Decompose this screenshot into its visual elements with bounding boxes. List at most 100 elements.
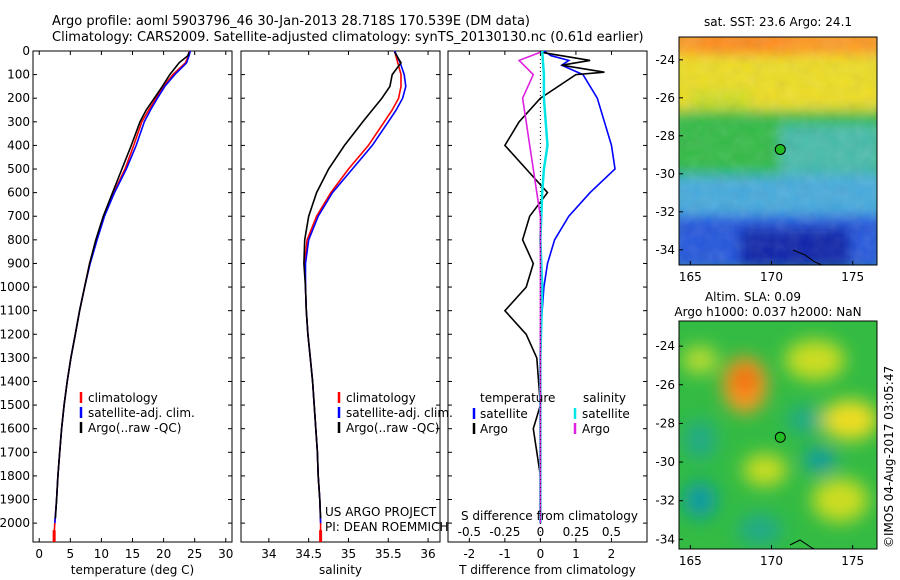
map-y-tick-label: -34	[655, 243, 675, 257]
x-tick-label: 10	[94, 547, 109, 561]
legend-label: climatology	[88, 391, 158, 405]
sla-map: 165 170 175 -24 -26 -28 -30 -32 -34 Altim. SLA: …	[655, 290, 878, 568]
depth-tick-label: 1200	[0, 327, 30, 341]
depth-tick-label: 900	[7, 256, 30, 270]
x-tick-label: -2	[463, 547, 475, 561]
series-line	[54, 50, 192, 524]
salinity-panel: 34 34.5 35 35.5 36 salinity climatologysatelli…	[240, 50, 453, 577]
x-tick-label: 0	[537, 547, 545, 561]
map-y-tick-label: -28	[655, 129, 675, 143]
x-tick-label: 20	[156, 547, 171, 561]
depth-tick-label: 2000	[0, 516, 30, 530]
x-tick-label: 35	[341, 547, 356, 561]
x-tick-label: 2	[608, 547, 616, 561]
depth-tick-label: 1900	[0, 493, 30, 507]
map-x-tick-label: 170	[760, 270, 783, 284]
x-axis-label: temperature (deg C)	[71, 563, 194, 577]
temperature-panel: 0100200300400500600700800900100011001200…	[0, 44, 233, 577]
depth-tick-label: 500	[7, 162, 30, 176]
x-tick-label: 15	[125, 547, 140, 561]
sla-map-title-2: Argo h1000: 0.037 h2000: NaN	[674, 305, 861, 319]
top-tick-label: 0.5	[602, 525, 621, 539]
map-y-tick-label: -28	[655, 416, 675, 430]
series-line	[539, 50, 549, 524]
map-y-tick-label: -24	[655, 53, 675, 67]
coastline	[792, 249, 823, 265]
map-y-tick-label: -24	[655, 339, 675, 353]
depth-tick-label: 1400	[0, 374, 30, 388]
difference-panel: -2 -1 0 1 2 T difference from climatology -0.5…	[447, 50, 648, 577]
legend-label: satellite-adj. clim.	[88, 406, 195, 420]
map-y-tick-label: -32	[655, 494, 675, 508]
depth-tick-label: 1100	[0, 304, 30, 318]
top-tick-label: 0	[537, 525, 545, 539]
sla-map-title-1: Altim. SLA: 0.09	[705, 290, 801, 304]
x-tick-label: 30	[218, 547, 233, 561]
legend-label: climatology	[346, 391, 416, 405]
depth-tick-label: 700	[7, 209, 30, 223]
depth-tick-label: 1300	[0, 351, 30, 365]
depth-tick-label: 1500	[0, 398, 30, 412]
x-tick-label: 36	[420, 547, 435, 561]
difference-frame	[447, 50, 648, 543]
top-tick-label: -0.5	[458, 525, 481, 539]
legend-label: Argo	[582, 422, 610, 436]
top-axis-label: S difference from climatology	[461, 509, 638, 523]
argo-location-marker	[774, 143, 786, 155]
map-x-tick-label: 165	[679, 554, 702, 568]
legend-title: temperature	[480, 391, 555, 405]
depth-tick-label: 1000	[0, 280, 30, 294]
header-line-2: Climatology: CARS2009. Satellite-adjuste…	[52, 30, 644, 45]
x-tick-label: 1	[572, 547, 580, 561]
map-y-tick-label: -32	[655, 205, 675, 219]
series-line	[304, 50, 407, 524]
sst-map-title: sat. SST: 23.6 Argo: 24.1	[704, 15, 852, 29]
depth-tick-label: 100	[7, 68, 30, 82]
series-line	[54, 51, 190, 519]
depth-tick-label: 600	[7, 186, 30, 200]
map-y-tick-label: -26	[655, 378, 675, 392]
header-line-1: Argo profile: aoml 5903796_46 30-Jan-201…	[52, 14, 530, 29]
legend-title: salinity	[583, 391, 626, 405]
depth-tick-label: 800	[7, 233, 30, 247]
salinity-frame	[240, 50, 441, 543]
map-y-tick-label: -30	[655, 167, 675, 181]
legend-label: Argo(..raw -QC)	[346, 421, 439, 435]
sst-map: 165 170 175 -24 -26 -28 -30 -32 -34 sat. SST: 23…	[655, 15, 878, 284]
depth-tick-label: 0	[22, 44, 30, 58]
depth-tick-label: 1800	[0, 469, 30, 483]
depth-tick-label: 1600	[0, 422, 30, 436]
x-axis-label: salinity	[319, 563, 362, 577]
legend-label: satellite	[480, 407, 528, 421]
map-y-tick-label: -26	[655, 91, 675, 105]
depth-tick-label: 1700	[0, 445, 30, 459]
map-x-tick-label: 170	[760, 554, 783, 568]
series-line	[539, 50, 616, 524]
x-tick-label: 5	[66, 547, 74, 561]
temperature-frame	[32, 50, 233, 543]
depth-tick-label: 200	[7, 91, 30, 105]
x-tick-label: 35.5	[375, 547, 402, 561]
x-tick-label: 25	[187, 547, 202, 561]
x-tick-label: -1	[499, 547, 511, 561]
legend-label: satellite-adj. clim.	[346, 406, 453, 420]
map-y-tick-label: -30	[655, 455, 675, 469]
x-axis-label: T difference from climatology	[458, 563, 636, 577]
top-tick-label: -0.25	[489, 525, 520, 539]
series-line	[503, 51, 605, 524]
top-tick-label: 0.25	[563, 525, 590, 539]
x-tick-label: 0	[35, 547, 43, 561]
map-x-tick-label: 175	[841, 270, 864, 284]
depth-tick-label: 400	[7, 138, 30, 152]
project-line-1: US ARGO PROJECT	[325, 505, 437, 519]
x-tick-label: 34.5	[295, 547, 322, 561]
map-x-tick-label: 165	[679, 270, 702, 284]
legend-label: Argo(..raw -QC)	[88, 421, 181, 435]
map-y-tick-label: -34	[655, 532, 675, 546]
series-line	[303, 51, 402, 519]
sst-map-frame	[678, 36, 878, 266]
legend-label: satellite	[582, 407, 630, 421]
map-x-tick-label: 175	[841, 554, 864, 568]
